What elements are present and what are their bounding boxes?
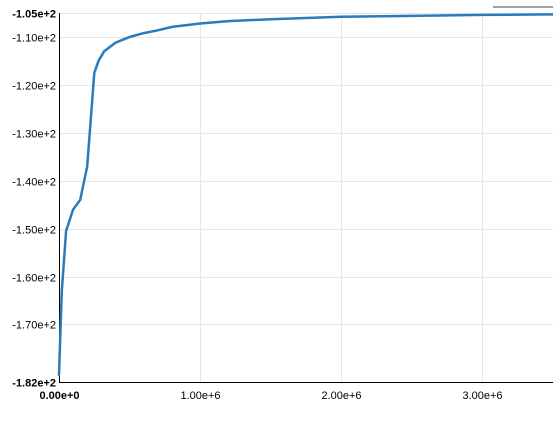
y-tick-label: -1.82e+2 <box>12 378 56 390</box>
series-line <box>57 13 553 377</box>
x-tick-label: 0.00e+0 <box>39 390 79 402</box>
y-tick-label: -1.50e+2 <box>12 225 56 237</box>
x-tick-label: 1.00e+6 <box>180 390 220 402</box>
y-tick-label: -1.20e+2 <box>12 81 56 93</box>
y-tick-label: -1.70e+2 <box>12 320 56 332</box>
tick-label-layer: -1.05e+2 -1.10e+2 -1.20e+2 -1.30e+2 -1.40e+2… <box>12 9 502 403</box>
series-layer <box>57 13 553 377</box>
axis-layer <box>59 13 553 383</box>
x-tick-label: 3.00e+6 <box>462 390 502 402</box>
y-tick-label: -1.05e+2 <box>12 9 56 21</box>
y-tick-label: -1.10e+2 <box>12 33 56 45</box>
grid-layer <box>59 13 553 383</box>
x-tick-label: 2.00e+6 <box>321 390 361 402</box>
y-tick-label: -1.60e+2 <box>12 273 56 285</box>
y-tick-label: -1.40e+2 <box>12 177 56 189</box>
y-tick-label: -1.30e+2 <box>12 129 56 141</box>
